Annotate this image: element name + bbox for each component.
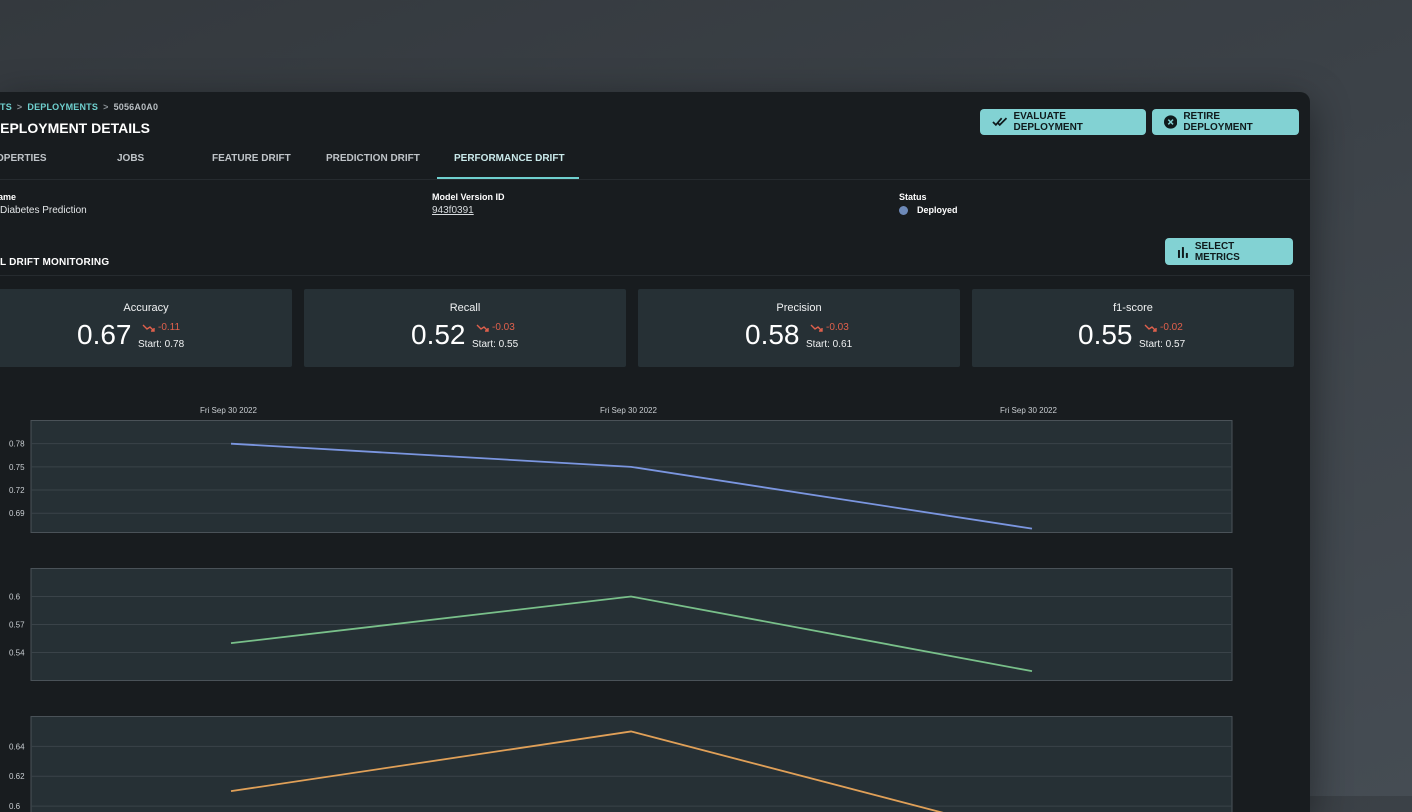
status-value: Deployed <box>917 205 958 215</box>
trend-down-icon <box>142 324 156 332</box>
evaluate-deployment-button[interactable]: EVALUATE DEPLOYMENT <box>980 109 1146 135</box>
tab-performance-drift[interactable]: PERFORMANCE DRIFT <box>454 153 565 164</box>
chart-plot-area <box>31 421 1232 533</box>
chart-y-tick-label: 0.72 <box>9 486 25 495</box>
tab-prediction-drift[interactable]: PREDICTION DRIFT <box>326 153 420 164</box>
precision-line-chart: 0.6 0.62 0.64 <box>0 716 1240 812</box>
metric-value: 0.58 <box>745 319 800 351</box>
metric-delta-value: -0.03 <box>492 322 515 333</box>
model-version-label: Model Version ID <box>432 192 505 202</box>
chart-y-tick-label: 0.62 <box>9 772 25 781</box>
chart-y-tick-label: 0.64 <box>9 742 25 751</box>
select-metrics-label: SELECT METRICS <box>1195 241 1281 263</box>
breadcrumb-separator: > <box>17 102 22 112</box>
metric-delta: -0.03 <box>476 322 515 333</box>
name-value: Diabetes Prediction <box>0 205 87 216</box>
breadcrumb-item-1[interactable]: TS <box>0 102 12 112</box>
trend-down-icon <box>476 324 490 332</box>
name-label: ame <box>0 192 16 202</box>
metric-delta-value: -0.02 <box>1160 322 1183 333</box>
metric-value: 0.55 <box>1078 319 1133 351</box>
trend-down-icon <box>810 324 824 332</box>
metric-name: Accuracy <box>0 302 292 314</box>
breadcrumb-separator: > <box>103 102 108 112</box>
chart-y-tick-label: 0.6 <box>9 802 21 811</box>
metric-card-f1-score: f1-score 0.55 -0.02 Start: 0.57 <box>972 289 1294 367</box>
deployment-panel: TS > DEPLOYMENTS >5056A0A0 DEPLOYMENT DETAI… <box>0 92 1310 812</box>
model-version-link[interactable]: 943f0391 <box>432 205 474 216</box>
metric-start: Start: 0.78 <box>138 339 184 350</box>
close-circle-icon <box>1164 115 1177 129</box>
metric-card-recall: Recall 0.52 -0.03 Start: 0.55 <box>304 289 626 367</box>
evaluate-deployment-label: EVALUATE DEPLOYMENT <box>1013 111 1134 133</box>
retire-deployment-button[interactable]: RETIRE DEPLOYMENT <box>1152 109 1299 135</box>
section-divider <box>0 275 1310 276</box>
metric-delta: -0.02 <box>1144 322 1183 333</box>
page-title: DEPLOYMENT DETAILS <box>0 120 150 136</box>
active-tab-indicator <box>437 177 579 179</box>
chart-y-tick-label: 0.54 <box>9 649 25 658</box>
tab-properties[interactable]: OPERTIES <box>0 153 47 164</box>
metric-value: 0.52 <box>411 319 466 351</box>
tab-jobs[interactable]: JOBS <box>117 153 144 164</box>
chart-x-tick-label: Fri Sep 30 2022 <box>1000 406 1057 415</box>
metric-value: 0.67 <box>77 319 132 351</box>
select-metrics-button[interactable]: SELECT METRICS <box>1165 238 1293 265</box>
metric-start: Start: 0.55 <box>472 339 518 350</box>
metric-name: f1-score <box>972 302 1294 314</box>
status-dot-icon <box>899 206 908 215</box>
retire-deployment-label: RETIRE DEPLOYMENT <box>1183 111 1287 133</box>
chart-x-tick-label: Fri Sep 30 2022 <box>600 406 657 415</box>
chart-y-tick-label: 0.57 <box>9 621 25 630</box>
bar-chart-icon <box>1177 246 1189 258</box>
section-title: L DRIFT MONITORING <box>0 257 109 268</box>
accuracy-line-chart: 0.69 0.72 0.75 0.78 <box>0 420 1240 533</box>
double-check-icon <box>992 117 1007 127</box>
metric-delta-value: -0.03 <box>826 322 849 333</box>
breadcrumb-current: 5056A0A0 <box>114 102 159 112</box>
metric-start: Start: 0.61 <box>806 339 852 350</box>
tab-feature-drift[interactable]: FEATURE DRIFT <box>212 153 291 164</box>
breadcrumb: TS > DEPLOYMENTS >5056A0A0 <box>0 102 158 112</box>
metric-delta-value: -0.11 <box>158 322 180 333</box>
metric-card-precision: Precision 0.58 -0.03 Start: 0.61 <box>638 289 960 367</box>
metric-name: Recall <box>304 302 626 314</box>
chart-x-tick-label: Fri Sep 30 2022 <box>200 406 257 415</box>
status-label: Status <box>899 192 927 202</box>
tab-bar: OPERTIES JOBS FEATURE DRIFT PREDICTION D… <box>0 144 1310 180</box>
chart-y-tick-label: 0.69 <box>9 509 25 518</box>
metric-delta: -0.11 <box>142 322 180 333</box>
metric-card-accuracy: Accuracy 0.67 -0.11 Start: 0.78 <box>0 289 292 367</box>
metric-start: Start: 0.57 <box>1139 339 1185 350</box>
chart-y-tick-label: 0.75 <box>9 463 25 472</box>
trend-down-icon <box>1144 324 1158 332</box>
recall-line-chart: 0.54 0.57 0.6 <box>0 568 1240 681</box>
chart-y-tick-label: 0.78 <box>9 440 25 449</box>
breadcrumb-deployments[interactable]: DEPLOYMENTS <box>27 102 98 112</box>
metric-name: Precision <box>638 302 960 314</box>
metric-delta: -0.03 <box>810 322 849 333</box>
chart-y-tick-label: 0.6 <box>9 593 21 602</box>
